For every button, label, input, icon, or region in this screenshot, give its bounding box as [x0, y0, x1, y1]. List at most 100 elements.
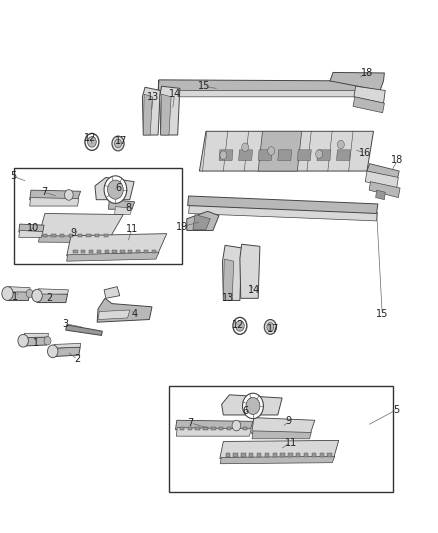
Polygon shape	[176, 420, 253, 430]
Circle shape	[236, 320, 244, 331]
Polygon shape	[222, 395, 282, 415]
Circle shape	[115, 139, 121, 148]
Circle shape	[243, 393, 263, 419]
Text: 18: 18	[361, 68, 373, 78]
Polygon shape	[158, 91, 359, 97]
Polygon shape	[161, 94, 171, 135]
Bar	[169, 386, 393, 492]
Polygon shape	[60, 233, 64, 237]
Text: 19: 19	[176, 222, 188, 232]
Bar	[14, 168, 182, 264]
Polygon shape	[367, 164, 399, 179]
Circle shape	[267, 322, 274, 331]
Polygon shape	[233, 453, 238, 457]
Polygon shape	[296, 453, 300, 457]
Polygon shape	[336, 150, 350, 160]
Text: 2: 2	[46, 293, 53, 303]
Text: 7: 7	[187, 418, 194, 428]
Polygon shape	[95, 233, 99, 237]
Polygon shape	[193, 215, 210, 229]
Circle shape	[264, 319, 276, 334]
Polygon shape	[249, 453, 253, 457]
Text: 15: 15	[198, 81, 210, 91]
Text: 6: 6	[242, 406, 248, 416]
Polygon shape	[69, 233, 73, 237]
Polygon shape	[89, 249, 93, 253]
Polygon shape	[177, 427, 251, 436]
Polygon shape	[365, 171, 398, 189]
Polygon shape	[265, 453, 269, 457]
Polygon shape	[39, 214, 123, 237]
Polygon shape	[30, 198, 79, 206]
Polygon shape	[304, 453, 308, 457]
Text: 13: 13	[222, 293, 234, 303]
Text: 1: 1	[12, 292, 18, 302]
Text: 8: 8	[126, 203, 132, 213]
Polygon shape	[180, 426, 184, 430]
Polygon shape	[53, 343, 81, 348]
Polygon shape	[97, 249, 101, 253]
Polygon shape	[312, 453, 316, 457]
Polygon shape	[257, 453, 261, 457]
Polygon shape	[51, 233, 56, 237]
Polygon shape	[376, 190, 385, 200]
Polygon shape	[78, 233, 82, 237]
Polygon shape	[241, 453, 246, 457]
Polygon shape	[220, 440, 339, 458]
Polygon shape	[86, 233, 91, 237]
Polygon shape	[187, 426, 192, 430]
Polygon shape	[144, 249, 148, 253]
Circle shape	[44, 336, 51, 345]
Circle shape	[232, 420, 241, 431]
Polygon shape	[226, 453, 230, 457]
Circle shape	[337, 140, 344, 149]
Polygon shape	[219, 150, 233, 160]
Polygon shape	[187, 196, 378, 214]
Text: 17: 17	[115, 136, 127, 146]
Text: 4: 4	[131, 309, 137, 319]
Polygon shape	[109, 200, 134, 209]
Polygon shape	[67, 233, 167, 256]
Polygon shape	[81, 249, 85, 253]
Polygon shape	[235, 426, 239, 430]
Text: 17: 17	[267, 324, 279, 334]
Circle shape	[108, 180, 123, 199]
Polygon shape	[353, 97, 385, 113]
Polygon shape	[120, 249, 124, 253]
Polygon shape	[354, 86, 385, 103]
Polygon shape	[252, 418, 315, 433]
Polygon shape	[223, 259, 234, 301]
Polygon shape	[152, 249, 156, 253]
Circle shape	[47, 345, 58, 358]
Polygon shape	[98, 310, 130, 319]
Text: 1: 1	[33, 338, 39, 349]
Circle shape	[64, 190, 73, 200]
Polygon shape	[66, 325, 102, 335]
Text: 9: 9	[286, 416, 292, 426]
Polygon shape	[327, 453, 332, 457]
Text: 12: 12	[85, 133, 97, 143]
Polygon shape	[23, 337, 48, 346]
Polygon shape	[160, 86, 180, 135]
Text: 11: 11	[126, 224, 138, 234]
Polygon shape	[24, 333, 48, 337]
Polygon shape	[53, 347, 80, 357]
Polygon shape	[128, 249, 132, 253]
Polygon shape	[199, 131, 374, 171]
Circle shape	[242, 143, 249, 151]
Polygon shape	[240, 244, 260, 298]
Polygon shape	[187, 212, 219, 230]
Text: 15: 15	[376, 309, 389, 319]
Polygon shape	[113, 249, 117, 253]
Circle shape	[268, 147, 275, 155]
Polygon shape	[104, 233, 108, 237]
Text: 5: 5	[11, 172, 17, 181]
Polygon shape	[73, 249, 78, 253]
Text: 13: 13	[147, 92, 159, 102]
Polygon shape	[203, 426, 208, 430]
Polygon shape	[280, 453, 285, 457]
Text: 9: 9	[70, 228, 76, 238]
Polygon shape	[272, 453, 277, 457]
Polygon shape	[188, 205, 378, 221]
Polygon shape	[211, 426, 215, 430]
